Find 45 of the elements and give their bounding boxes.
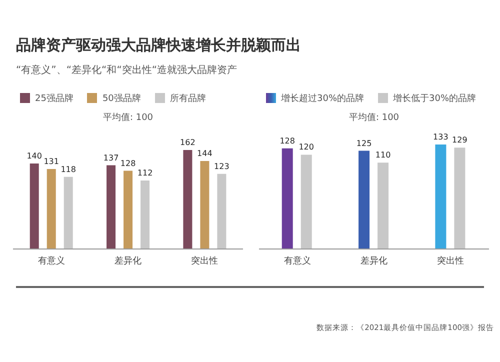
chart-subtitle: “有意义”、“差异化“和“突出性“造就强大品牌资产 <box>16 64 238 77</box>
bar <box>30 163 39 249</box>
bar <box>378 162 389 249</box>
x-tick-label: 有意义 <box>38 255 65 266</box>
data-label: 129 <box>452 136 468 145</box>
legend-label: 增长超过30%的品牌 <box>281 92 364 104</box>
x-tick-label: 突出性 <box>437 255 464 266</box>
data-label: 131 <box>44 156 60 166</box>
data-label: 162 <box>180 138 196 147</box>
x-tick-label: 有意义 <box>284 255 311 266</box>
data-label: 112 <box>137 168 153 178</box>
bar <box>454 148 466 249</box>
bar <box>64 176 73 249</box>
bar <box>183 150 192 249</box>
x-tick-label: 差异化 <box>360 255 388 266</box>
x-tick-label: 突出性 <box>191 255 218 266</box>
bar <box>140 180 150 249</box>
legend-label: 增长低于30%的品牌 <box>393 92 476 104</box>
data-label: 137 <box>103 153 119 162</box>
data-label: 125 <box>356 138 372 148</box>
bar <box>300 154 312 249</box>
data-label: 118 <box>60 164 76 174</box>
data-label: 133 <box>433 132 448 142</box>
data-label: 144 <box>197 149 212 158</box>
legend-label: 50强品牌 <box>102 92 141 104</box>
bar <box>435 144 446 249</box>
bar <box>217 174 226 249</box>
legend-label: 所有品牌 <box>170 92 206 104</box>
bar <box>124 170 133 249</box>
bar <box>358 150 370 249</box>
data-label: 140 <box>26 151 42 160</box>
bar <box>282 148 293 249</box>
bar <box>106 165 116 249</box>
bar <box>46 168 56 249</box>
data-label: 128 <box>120 158 136 168</box>
text: 平均值: 100 <box>348 112 400 125</box>
data-label: 120 <box>298 142 314 152</box>
legend-label: 25强品牌 <box>35 92 74 104</box>
data-label: 110 <box>375 150 391 160</box>
bar <box>200 161 210 249</box>
text: 平均值: 100 <box>102 112 154 125</box>
data-label: 123 <box>214 162 230 171</box>
data-label: 128 <box>280 136 296 146</box>
chart-title: 品牌资产驱动强大品牌快速增长并脱颖而出 <box>16 36 302 55</box>
x-tick-label: 差异化 <box>114 255 142 266</box>
